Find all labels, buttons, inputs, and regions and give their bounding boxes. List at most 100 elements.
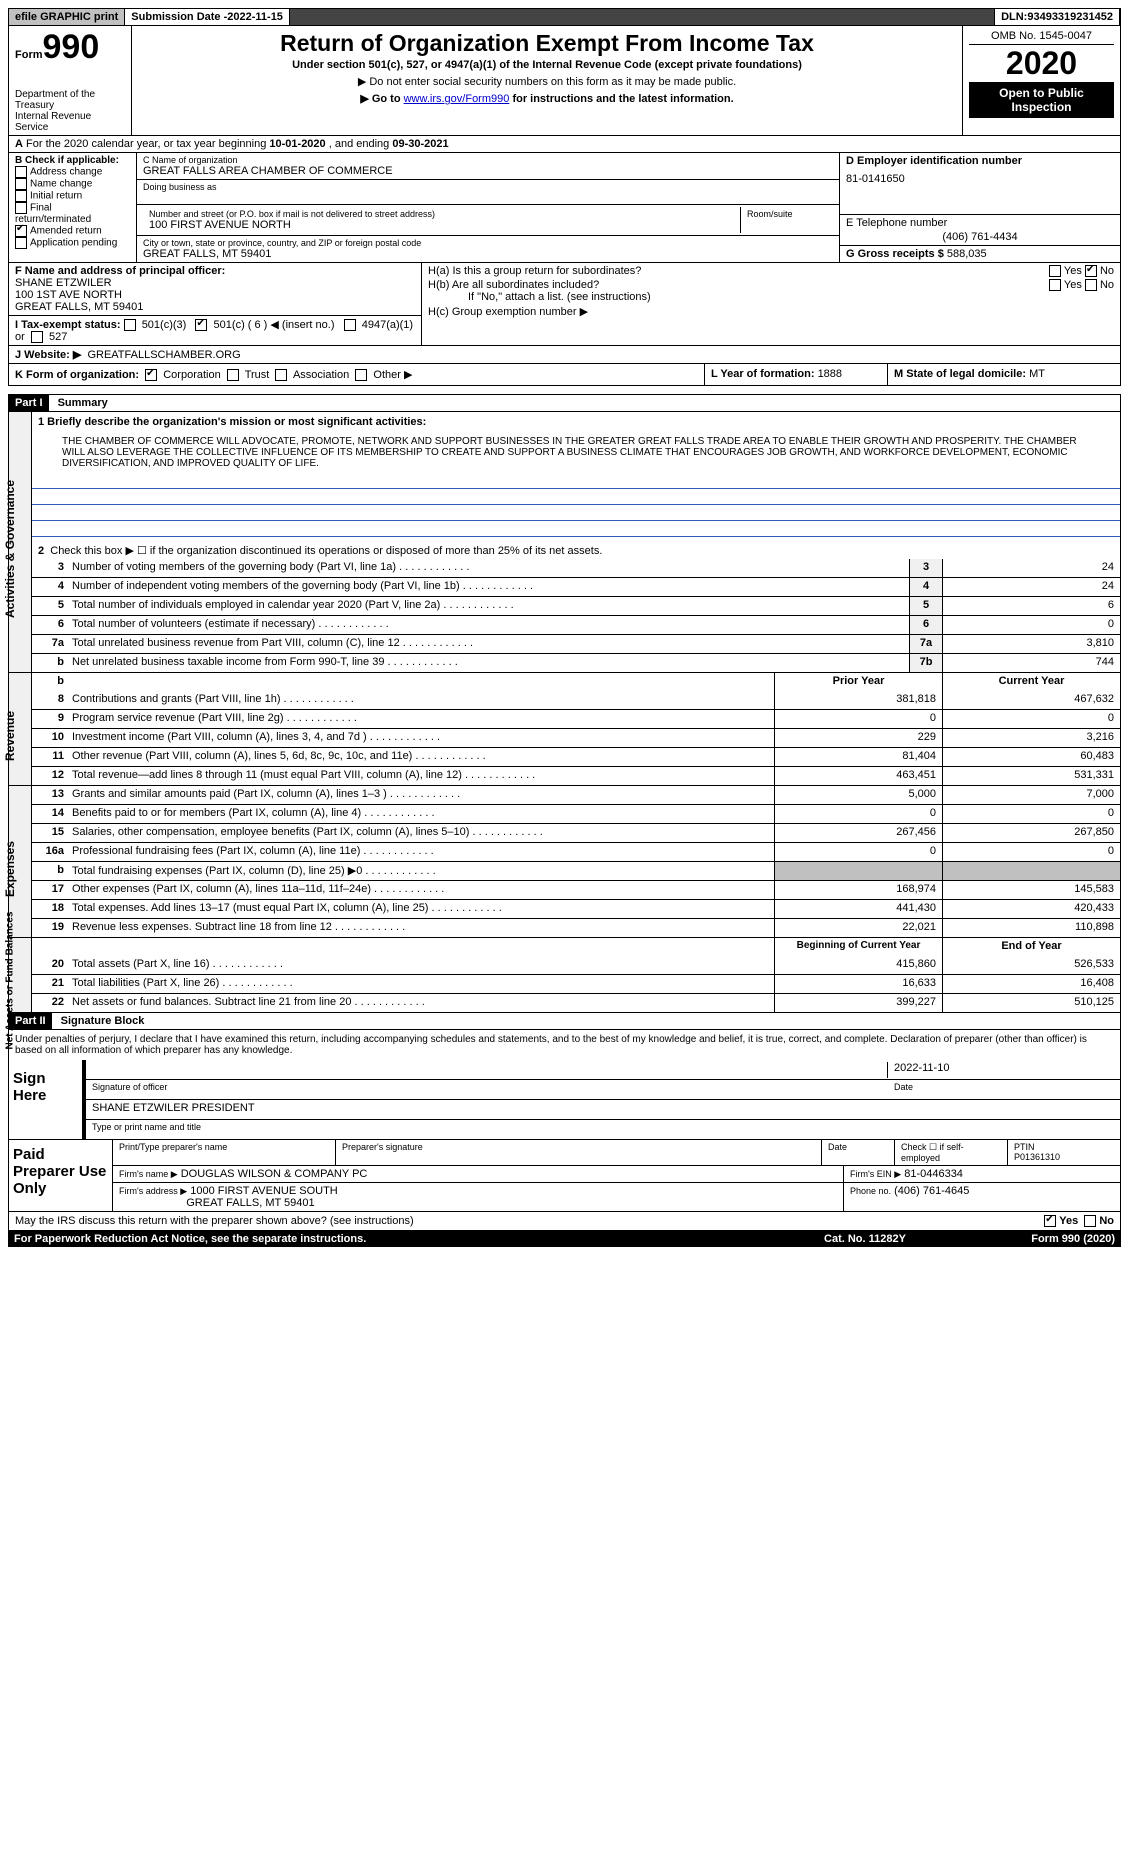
signature-block: Under penalties of perjury, I declare th… — [8, 1030, 1121, 1231]
cb-527[interactable] — [31, 331, 43, 343]
section-bcd: B Check if applicable: Address change Na… — [8, 153, 1121, 262]
cb-ha-no[interactable] — [1085, 265, 1097, 277]
section-i: I Tax-exempt status: 501(c)(3) 501(c) ( … — [9, 315, 421, 345]
end-year-hdr: End of Year — [942, 938, 1120, 956]
firm-name: DOUGLAS WILSON & COMPANY PC — [181, 1168, 368, 1180]
year-block: OMB No. 1545-0047 2020 Open to Public In… — [963, 26, 1120, 135]
part-i-header: Part I Summary — [8, 394, 1121, 412]
room-label: Room/suite — [741, 207, 833, 233]
cb-amended[interactable] — [15, 225, 27, 237]
current-year-hdr: Current Year — [942, 673, 1120, 691]
omb-number: OMB No. 1545-0047 — [969, 28, 1114, 45]
street-address: 100 FIRST AVENUE NORTH — [149, 219, 734, 231]
cb-initial[interactable] — [15, 190, 27, 202]
gross-label: G Gross receipts $ — [846, 248, 947, 260]
cb-discuss-yes[interactable] — [1044, 1215, 1056, 1227]
cb-4947[interactable] — [344, 319, 356, 331]
cb-501c[interactable] — [195, 319, 207, 331]
city-state-zip: GREAT FALLS, MT 59401 — [143, 248, 833, 260]
firm-ein: 81-0446334 — [904, 1168, 963, 1180]
footer: For Paperwork Reduction Act Notice, see … — [8, 1231, 1121, 1247]
paid-preparer-block: Paid Preparer Use Only Print/Type prepar… — [9, 1139, 1120, 1211]
cb-other[interactable] — [355, 369, 367, 381]
cb-corp[interactable] — [145, 369, 157, 381]
cb-ha-yes[interactable] — [1049, 265, 1061, 277]
officer-print-name: SHANE ETZWILER PRESIDENT — [92, 1102, 255, 1118]
cb-name-change[interactable] — [15, 178, 27, 190]
firm-phone: (406) 761-4645 — [894, 1185, 969, 1197]
top-gap — [290, 9, 995, 25]
efile-badge: efile GRAPHIC print — [9, 9, 125, 25]
subtitle-2: ▶ Do not enter social security numbers o… — [138, 75, 956, 88]
mission-text: THE CHAMBER OF COMMERCE WILL ADVOCATE, P… — [32, 432, 1120, 473]
form-header: Form990 Department of the Treasury Inter… — [8, 26, 1121, 136]
part-ii-header: Part II Signature Block — [8, 1013, 1121, 1030]
data-row: 18 Total expenses. Add lines 13–17 (must… — [32, 899, 1120, 918]
activity-row: 4 Number of independent voting members o… — [32, 577, 1120, 596]
data-row: 15 Salaries, other compensation, employe… — [32, 823, 1120, 842]
hc-label: H(c) Group exemption number ▶ — [428, 305, 1114, 318]
line-2-text: Check this box ▶ ☐ if the organization d… — [50, 545, 602, 557]
netassets-section: Net Assets or Fund Balances Beginning of… — [8, 938, 1121, 1013]
data-row: b Total fundraising expenses (Part IX, c… — [32, 861, 1120, 880]
sig-date: 2022-11-10 — [887, 1062, 1114, 1078]
phone-value: (406) 761-4434 — [846, 231, 1114, 243]
irs-link[interactable]: www.irs.gov/Form990 — [404, 93, 510, 105]
netassets-tab: Net Assets or Fund Balances — [5, 881, 16, 1081]
section-deg: D Employer identification number 81-0141… — [840, 153, 1120, 262]
activity-row: 3 Number of voting members of the govern… — [32, 559, 1120, 577]
cb-hb-no[interactable] — [1085, 279, 1097, 291]
section-klm: K Form of organization: Corporation Trus… — [8, 363, 1121, 386]
prior-year-hdr: Prior Year — [774, 673, 942, 691]
data-row: 12 Total revenue—add lines 8 through 11 … — [32, 766, 1120, 785]
section-fh: F Name and address of principal officer:… — [8, 262, 1121, 345]
cb-addr-change[interactable] — [15, 166, 27, 178]
subtitle-1: Under section 501(c), 527, or 4947(a)(1)… — [138, 59, 956, 71]
section-k: K Form of organization: Corporation Trus… — [9, 364, 705, 385]
data-row: 13 Grants and similar amounts paid (Part… — [32, 786, 1120, 804]
cb-hb-yes[interactable] — [1049, 279, 1061, 291]
gross-value: 588,035 — [947, 248, 987, 260]
cb-pending[interactable] — [15, 237, 27, 249]
dln: DLN: 93493319231452 — [995, 9, 1120, 25]
form-ident: Form990 Department of the Treasury Inter… — [9, 26, 132, 135]
subtitle-3: ▶ Go to www.irs.gov/Form990 for instruct… — [138, 92, 956, 105]
ptin: P01361310 — [1014, 1152, 1060, 1162]
org-name: GREAT FALLS AREA CHAMBER OF COMMERCE — [143, 165, 833, 177]
data-row: 9 Program service revenue (Part VIII, li… — [32, 709, 1120, 728]
form-title-block: Return of Organization Exempt From Incom… — [132, 26, 963, 135]
begin-year-hdr: Beginning of Current Year — [774, 938, 942, 956]
activities-tab: Activities & Governance — [3, 449, 17, 649]
form-title: Return of Organization Exempt From Incom… — [138, 30, 956, 57]
activity-row: 6 Total number of volunteers (estimate i… — [32, 615, 1120, 634]
section-h: H(a) Is this a group return for subordin… — [422, 263, 1120, 345]
data-row: 21 Total liabilities (Part X, line 26) 1… — [32, 974, 1120, 993]
data-row: 14 Benefits paid to or for members (Part… — [32, 804, 1120, 823]
col-fij: F Name and address of principal officer:… — [9, 263, 422, 345]
line-a: A For the 2020 calendar year, or tax yea… — [8, 136, 1121, 153]
officer-name: SHANE ETZWILER — [15, 277, 112, 289]
activity-row: 5 Total number of individuals employed i… — [32, 596, 1120, 615]
data-row: 17 Other expenses (Part IX, column (A), … — [32, 880, 1120, 899]
activity-row: 7a Total unrelated business revenue from… — [32, 634, 1120, 653]
cb-assoc[interactable] — [275, 369, 287, 381]
open-public-badge: Open to Public Inspection — [969, 82, 1114, 118]
org-name-label: C Name of organization — [143, 155, 833, 165]
top-bar: efile GRAPHIC print Submission Date - 20… — [8, 8, 1121, 26]
data-row: 22 Net assets or fund balances. Subtract… — [32, 993, 1120, 1012]
section-c: C Name of organization GREAT FALLS AREA … — [137, 153, 840, 262]
ein-value: 81-0141650 — [846, 173, 1114, 185]
cb-discuss-no[interactable] — [1084, 1215, 1096, 1227]
cb-final[interactable] — [15, 202, 27, 214]
cb-trust[interactable] — [227, 369, 239, 381]
data-row: 19 Revenue less expenses. Subtract line … — [32, 918, 1120, 937]
revenue-section: Revenue b Prior Year Current Year 8 Cont… — [8, 673, 1121, 786]
data-row: 20 Total assets (Part X, line 16) 415,86… — [32, 956, 1120, 974]
website-value: GREATFALLSCHAMBER.ORG — [87, 349, 240, 361]
cb-501c3[interactable] — [124, 319, 136, 331]
data-row: 8 Contributions and grants (Part VIII, l… — [32, 691, 1120, 709]
sign-here-label: Sign Here — [9, 1060, 82, 1139]
perjury-text: Under penalties of perjury, I declare th… — [9, 1030, 1120, 1060]
activity-row: b Net unrelated business taxable income … — [32, 653, 1120, 672]
activities-section: Activities & Governance 1 Briefly descri… — [8, 412, 1121, 673]
